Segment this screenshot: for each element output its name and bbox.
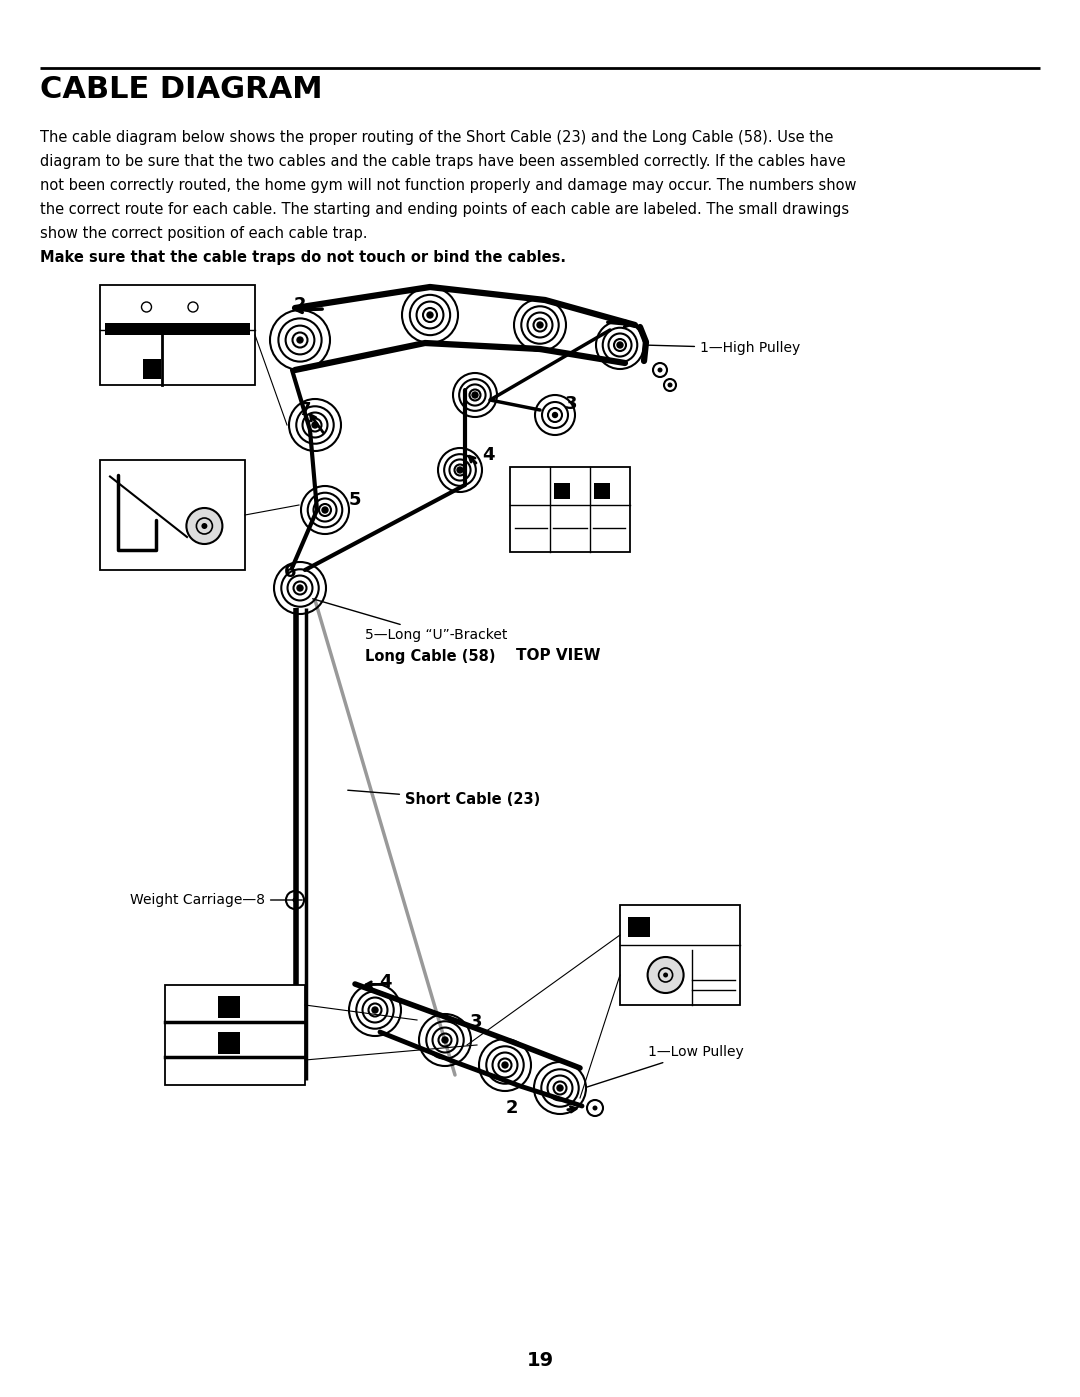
Text: not been correctly routed, the home gym will not function properly and damage ma: not been correctly routed, the home gym … [40,177,856,193]
Text: Long Cable (58): Long Cable (58) [365,648,496,664]
Circle shape [372,1007,378,1013]
Circle shape [472,393,478,398]
Text: the correct route for each cable. The starting and ending points of each cable a: the correct route for each cable. The st… [40,203,849,217]
Text: Make sure that the cable traps do not touch or bind the cables.: Make sure that the cable traps do not to… [40,250,566,265]
Circle shape [648,957,684,993]
Bar [554,483,570,499]
Circle shape [293,897,297,902]
Text: 3: 3 [470,1013,483,1031]
Circle shape [322,507,328,513]
Circle shape [442,1037,448,1044]
Circle shape [557,1085,563,1091]
Text: 3: 3 [565,395,577,414]
Bar [100,285,255,386]
Text: 6: 6 [284,563,296,581]
Text: Short Cable (23): Short Cable (23) [348,791,540,807]
Bar [627,916,650,937]
Bar [105,323,249,335]
Circle shape [187,509,222,543]
Text: diagram to be sure that the two cables and the cable traps have been assembled c: diagram to be sure that the two cables a… [40,154,846,169]
Circle shape [502,1062,508,1067]
Text: 19: 19 [526,1351,554,1369]
Bar [144,359,161,379]
Bar [165,985,305,1085]
Text: 2: 2 [505,1099,518,1118]
Circle shape [312,422,318,427]
Bar [218,996,240,1018]
Text: 1—High Pulley: 1—High Pulley [645,341,800,355]
Circle shape [553,412,557,418]
Bar [594,483,610,499]
Text: 2: 2 [294,296,307,314]
Bar [100,460,245,570]
Text: 5: 5 [349,490,361,509]
Circle shape [658,367,662,373]
Text: Weight Carriage—8: Weight Carriage—8 [130,893,302,907]
Circle shape [663,972,669,978]
Text: show the correct position of each cable trap.: show the correct position of each cable … [40,226,373,242]
Text: 4: 4 [482,446,495,464]
Circle shape [297,585,303,591]
Circle shape [617,342,623,348]
Text: 5—Long “U”-Bracket: 5—Long “U”-Bracket [313,599,508,643]
Circle shape [593,1105,597,1111]
Circle shape [201,522,207,529]
Bar [510,467,630,552]
Bar [620,905,740,1004]
Circle shape [537,321,543,328]
Text: 7: 7 [299,401,311,419]
Text: The cable diagram below shows the proper routing of the Short Cable (23) and the: The cable diagram below shows the proper… [40,130,834,145]
Circle shape [297,337,303,344]
Text: 4: 4 [379,972,391,990]
Text: TOP VIEW: TOP VIEW [516,648,600,664]
Text: 1—Low Pulley: 1—Low Pulley [586,1045,744,1087]
Circle shape [457,467,463,474]
Circle shape [427,312,433,319]
Circle shape [667,383,673,387]
Text: CABLE DIAGRAM: CABLE DIAGRAM [40,75,323,103]
Bar [218,1032,240,1053]
